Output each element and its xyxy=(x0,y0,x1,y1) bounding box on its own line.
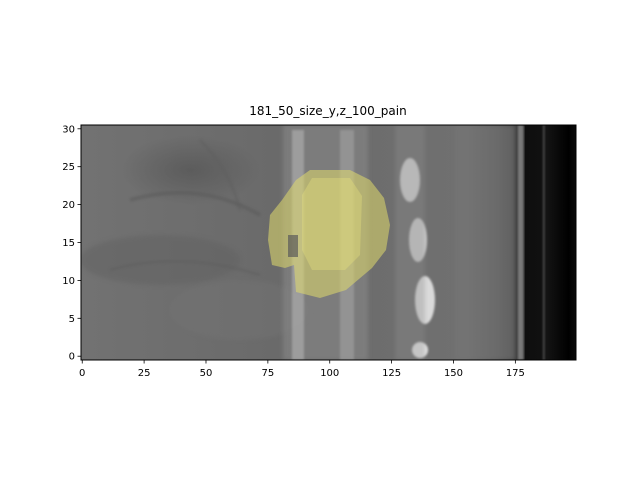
mask-overlay xyxy=(268,170,390,298)
y-tick-label: 15 xyxy=(62,238,75,249)
x-tick-label: 125 xyxy=(382,368,401,379)
y-tick-label: 0 xyxy=(69,352,75,363)
chart-title: 181_50_size_y,z_100_pain xyxy=(249,104,406,118)
x-tick-label: 150 xyxy=(444,368,463,379)
x-tick-label: 0 xyxy=(79,368,85,379)
x-tick-label: 100 xyxy=(320,368,339,379)
x-tick-label: 75 xyxy=(261,368,274,379)
x-axis: 0 25 50 75 100 125 150 175 xyxy=(79,360,525,379)
y-tick-label: 30 xyxy=(62,124,75,135)
y-tick-label: 5 xyxy=(69,314,75,325)
y-tick-label: 10 xyxy=(62,276,75,287)
x-tick-label: 25 xyxy=(138,368,151,379)
y-tick-label: 20 xyxy=(62,200,75,211)
x-tick-label: 175 xyxy=(506,368,525,379)
y-axis: 0 5 10 15 20 25 30 xyxy=(62,124,81,363)
x-tick-label: 50 xyxy=(200,368,213,379)
y-tick-label: 25 xyxy=(62,162,75,173)
